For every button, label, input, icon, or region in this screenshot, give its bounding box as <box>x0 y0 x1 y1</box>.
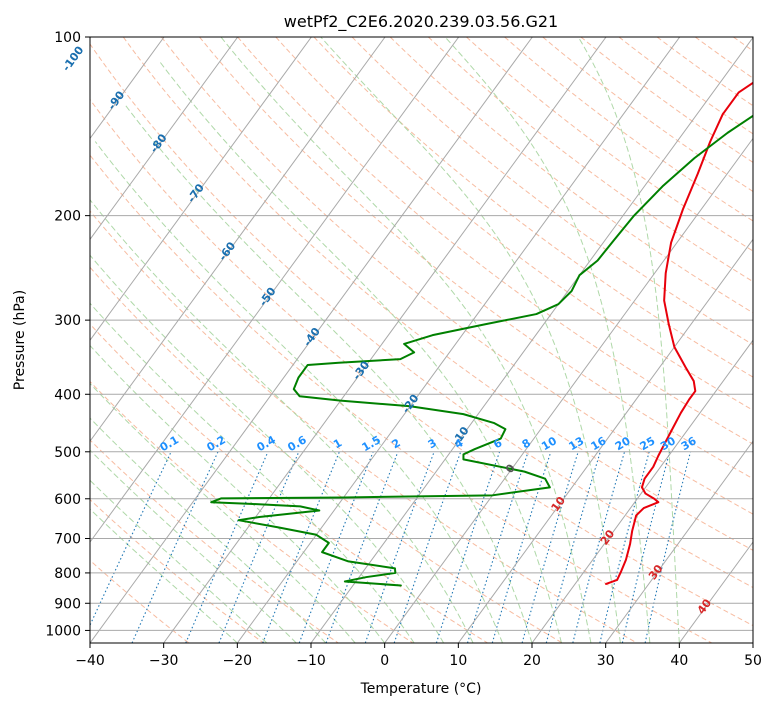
mixing-ratio-line <box>521 451 579 643</box>
plot-frame <box>89 36 754 644</box>
dewpoint-profile-line <box>210 114 753 587</box>
isotherm-line <box>90 37 533 643</box>
x-tick-label: 30 <box>597 653 615 669</box>
plot-area <box>90 37 753 643</box>
mixing-ratio-line <box>185 451 269 643</box>
x-tick-label: −30 <box>149 653 179 669</box>
plot-background <box>90 37 753 643</box>
isotherm-line <box>457 238 753 643</box>
dry-adiabat-line <box>122 37 753 551</box>
x-tick-label: −20 <box>223 653 253 669</box>
dry-adiabat-line <box>237 37 753 445</box>
dry-adiabat-line <box>389 37 753 314</box>
dry-adiabat-line <box>504 37 753 222</box>
x-tick-label: 10 <box>449 653 467 669</box>
y-tick-label: 600 <box>54 492 81 508</box>
dry-adiabat-line <box>90 98 753 627</box>
dry-adiabat-line <box>351 37 753 346</box>
y-tick-label: 700 <box>54 532 81 548</box>
dry-adiabat-line <box>580 37 753 164</box>
dry-adiabats <box>90 37 753 643</box>
y-tick-label: 100 <box>54 30 81 46</box>
mixing-ratio-line <box>491 451 552 643</box>
dry-adiabat-line <box>90 154 712 643</box>
dry-adiabat-line <box>90 498 264 643</box>
isotherm-line <box>236 37 681 643</box>
dry-adiabat-line <box>313 37 753 378</box>
mixing-ratio-line <box>262 451 340 643</box>
dry-adiabat-line <box>90 439 339 643</box>
mixing-ratio-line <box>466 451 529 643</box>
isotherm-line <box>310 37 753 643</box>
isotherm-line <box>531 339 753 643</box>
mixing-ratio-line <box>572 451 626 643</box>
x-tick-label: 50 <box>744 653 762 669</box>
moist-adiabat-line <box>577 37 680 643</box>
isotherm-line <box>90 37 239 241</box>
moist-adiabat-line <box>90 479 268 643</box>
moist-adiabat-line <box>90 382 356 643</box>
temperature-profile-line <box>605 81 753 585</box>
moist-adiabats <box>90 37 680 643</box>
moist-adiabat-line <box>90 302 415 643</box>
dry-adiabat-line <box>90 43 753 589</box>
x-axis-ticks: −40 −30 −20 −10 0 10 20 30 40 50 <box>75 643 762 669</box>
moist-adiabat-line <box>90 508 238 643</box>
mixing-ratio-line <box>325 451 399 643</box>
y-tick-label: 300 <box>54 313 81 329</box>
chart-title: wetPf2_C2E6.2020.239.03.56.G21 <box>284 12 558 32</box>
moist-adiabat-line <box>320 37 621 643</box>
x-axis-title: Temperature (°C) <box>360 681 482 697</box>
y-tick-label: 200 <box>54 209 81 225</box>
y-axis-title: Pressure (hPa) <box>12 290 28 390</box>
mixing-ratio-line <box>621 451 671 643</box>
dry-adiabat-line <box>90 323 488 643</box>
dry-adiabat-line <box>199 37 753 480</box>
dry-adiabat-line <box>161 37 753 515</box>
isobar-grid <box>90 215 753 631</box>
y-axis-ticks: 100 200 300 400 500 600 700 800 900 1000 <box>45 30 90 639</box>
mixing-ratio-line <box>298 451 374 643</box>
x-tick-label: −10 <box>296 653 326 669</box>
y-tick-label: 1000 <box>45 623 81 639</box>
moist-adiabat-line <box>444 37 651 643</box>
x-tick-label: −40 <box>75 653 105 669</box>
moist-adiabat-line <box>90 254 445 643</box>
y-tick-label: 500 <box>54 445 81 461</box>
dry-adiabat-line <box>90 266 563 643</box>
isotherm-line <box>90 37 386 443</box>
y-tick-label: 800 <box>54 566 81 582</box>
x-tick-label: 40 <box>670 653 688 669</box>
isotherm-grid <box>90 37 753 643</box>
moist-adiabat-line <box>90 417 327 643</box>
isotherm-line <box>163 37 607 643</box>
moist-adiabat-line <box>159 61 562 643</box>
y-tick-label: 400 <box>54 387 81 403</box>
mixing-ratio-line <box>545 451 601 643</box>
moist-adiabat-line <box>124 104 533 643</box>
dry-adiabat-line <box>427 37 753 283</box>
mixing-ratio-line <box>364 451 435 643</box>
mixing-ratio-line <box>599 451 650 643</box>
dry-adiabat-line <box>275 37 753 411</box>
isotherm-line <box>605 440 753 643</box>
sounding-profiles <box>210 81 753 587</box>
x-tick-label: 20 <box>523 653 541 669</box>
y-tick-label: 900 <box>54 596 81 612</box>
moist-adiabat-line <box>90 199 474 643</box>
mixing-ratio-line <box>218 451 300 643</box>
isotherm-line <box>384 137 753 643</box>
x-tick-label: 0 <box>380 653 389 669</box>
mixing-ratio-line <box>435 451 501 643</box>
